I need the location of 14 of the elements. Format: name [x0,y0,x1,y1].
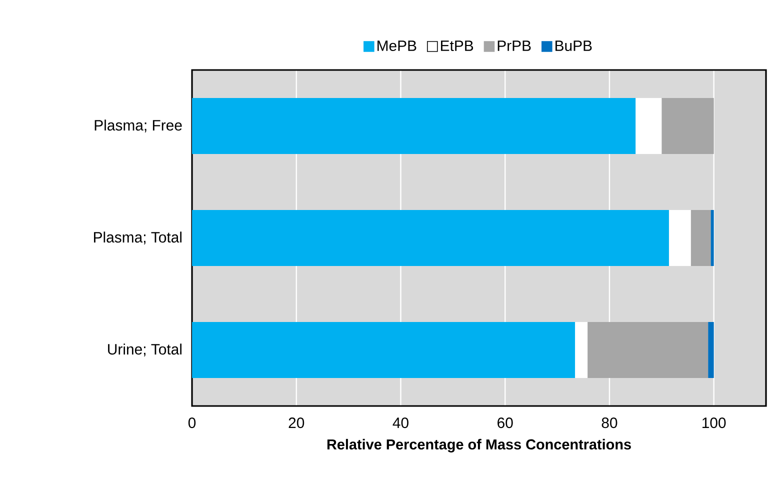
x-tick-label: 0 [188,418,196,428]
x-tick-label: 40 [392,418,408,428]
legend-label: EtPB [441,40,474,51]
x-tick-label: 60 [498,418,513,428]
legend-label: BuPB [556,40,592,52]
x-tick-label: 80 [602,418,618,428]
y-tick-label: Urine; Total [108,344,182,356]
x-tick-label: 100 [702,418,726,428]
legend-label: PrPB [498,40,531,51]
y-tick-label: Plasma; Total [94,232,182,244]
legend-label: MePB [378,40,416,52]
x-axis-title: Relative Percentage of Mass Concentrations [327,438,631,452]
x-tick-label: 20 [288,418,304,428]
y-tick-label: Plasma; Free [94,120,182,132]
